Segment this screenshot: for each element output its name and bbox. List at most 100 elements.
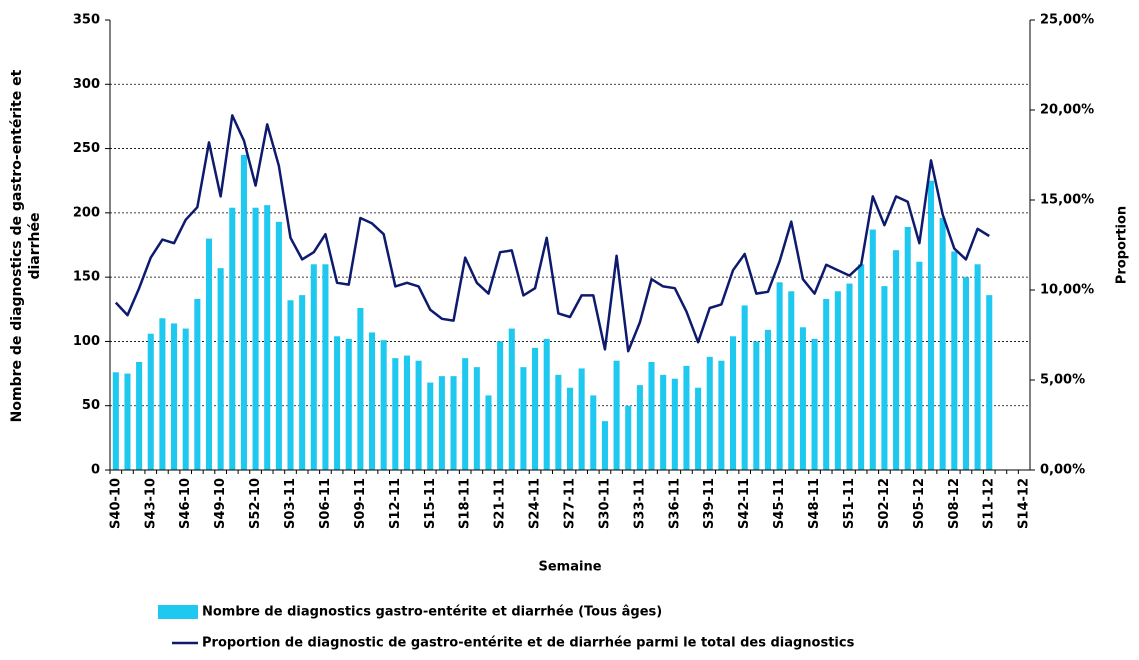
- y-tick-label: 350: [73, 13, 100, 28]
- x-tick-label: S49-10: [213, 478, 228, 529]
- bar: [147, 333, 154, 470]
- bar: [578, 368, 585, 470]
- bar: [566, 387, 574, 470]
- y-tick-label: 50: [82, 398, 100, 413]
- y2-tick-label: 0,00%: [1040, 463, 1085, 478]
- bar: [322, 264, 329, 470]
- bar: [124, 373, 131, 470]
- bar: [357, 308, 364, 470]
- bar: [695, 387, 702, 470]
- x-tick-label: S15-11: [423, 478, 438, 529]
- bar: [730, 336, 737, 470]
- bar: [520, 367, 527, 470]
- y2-tick-label: 15,00%: [1040, 193, 1094, 208]
- bar: [939, 218, 946, 470]
- bar: [776, 282, 783, 470]
- bar: [334, 336, 341, 470]
- bar: [450, 376, 457, 470]
- bar: [438, 376, 445, 470]
- bar: [625, 405, 632, 470]
- bar: [823, 299, 830, 470]
- bar: [485, 395, 492, 470]
- bar: [497, 341, 504, 470]
- x-tick-label: S46-10: [178, 478, 193, 529]
- bar: [811, 338, 818, 470]
- bar: [741, 305, 748, 470]
- bar: [182, 328, 189, 470]
- bar: [648, 362, 655, 470]
- bar: [462, 358, 469, 470]
- bar: [869, 229, 876, 470]
- y2-tick-label: 5,00%: [1040, 373, 1085, 388]
- x-tick-label: S08-12: [947, 478, 962, 529]
- x-axis-title: Semaine: [538, 560, 601, 575]
- x-tick-label: S06-11: [318, 478, 333, 529]
- bar: [415, 360, 422, 470]
- y2-tick-label: 10,00%: [1040, 283, 1094, 298]
- bar: [893, 250, 900, 470]
- bar: [159, 318, 166, 470]
- bar: [858, 264, 865, 470]
- bar: [601, 421, 608, 470]
- bar: [788, 291, 795, 470]
- x-tick-label: S02-12: [877, 478, 892, 529]
- bar: [846, 283, 853, 470]
- x-tick-label: S12-11: [388, 478, 403, 529]
- bar: [392, 358, 399, 470]
- line: [114, 114, 990, 353]
- x-tick-label: S40-10: [108, 478, 123, 529]
- bar: [194, 299, 201, 470]
- y2-axis-title: Proportion: [1115, 206, 1130, 284]
- bar: [380, 340, 387, 470]
- bar: [555, 374, 562, 470]
- x-tick-label: S24-11: [528, 478, 543, 529]
- bar: [706, 356, 713, 470]
- bar: [508, 328, 515, 470]
- x-tick-label: S14-12: [1017, 478, 1032, 529]
- bar: [671, 378, 678, 470]
- bar: [962, 277, 969, 470]
- y-tick-label: 0: [91, 463, 100, 478]
- legend-label: Proportion de diagnostic de gastro-entér…: [202, 636, 855, 651]
- x-tick-label: S21-11: [493, 478, 508, 529]
- bar: [718, 360, 725, 470]
- y-tick-label: 150: [73, 270, 100, 285]
- bar: [799, 327, 806, 470]
- legend-swatch: [158, 605, 198, 619]
- x-tick-label: S42-11: [737, 478, 752, 529]
- bar: [299, 295, 306, 470]
- bar: [217, 268, 224, 470]
- x-tick-label: S51-11: [842, 478, 857, 529]
- bar: [171, 323, 178, 470]
- x-tick-label: S39-11: [702, 478, 717, 529]
- bar: [345, 338, 352, 470]
- y-tick-label: 300: [73, 77, 100, 92]
- bar: [927, 180, 935, 470]
- bar: [904, 227, 911, 470]
- bar: [532, 347, 539, 470]
- bar: [252, 207, 259, 470]
- bar: [834, 291, 841, 470]
- bar: [916, 261, 923, 470]
- x-tick-label: S03-11: [283, 478, 298, 529]
- bar: [613, 360, 620, 470]
- y2-tick-label: 20,00%: [1040, 103, 1094, 118]
- bar: [590, 395, 597, 470]
- bar: [310, 264, 317, 470]
- bar: [264, 205, 271, 470]
- bar: [275, 221, 282, 470]
- bar: [112, 372, 119, 470]
- legend-label: Nombre de diagnostics gastro-entérite et…: [202, 605, 662, 620]
- bar: [881, 286, 888, 470]
- x-tick-label: S43-10: [143, 478, 158, 529]
- bar: [636, 385, 643, 470]
- x-tick-label: S33-11: [632, 478, 647, 529]
- bar: [986, 295, 993, 470]
- x-tick-label: S05-12: [912, 478, 927, 529]
- x-tick-label: S27-11: [563, 478, 578, 529]
- bar: [683, 365, 690, 470]
- y2-tick-label: 25,00%: [1040, 13, 1094, 28]
- bar: [403, 355, 410, 470]
